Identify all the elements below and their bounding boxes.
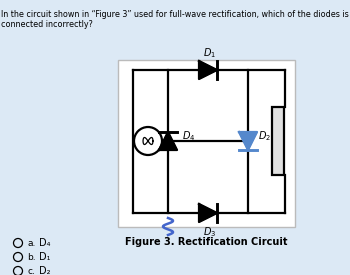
Text: D₁: D₁ [39, 252, 50, 262]
Text: $D_3$: $D_3$ [203, 225, 217, 239]
Text: Figure 3. Rectification Circuit: Figure 3. Rectification Circuit [125, 237, 288, 247]
Text: a.: a. [27, 238, 35, 248]
Bar [272, 107, 284, 175]
Text: b.: b. [27, 252, 36, 262]
Polygon shape [159, 132, 177, 150]
Polygon shape [199, 61, 217, 79]
Text: $D_1$: $D_1$ [203, 46, 217, 60]
Bar [118, 60, 295, 227]
Text: D₂: D₂ [39, 266, 50, 275]
Text: c.: c. [27, 266, 35, 275]
Polygon shape [239, 132, 257, 150]
Polygon shape [199, 204, 217, 222]
Text: $D_2$: $D_2$ [258, 129, 271, 143]
Text: D₄: D₄ [39, 238, 50, 248]
Text: In the circuit shown in “Figure 3” used for full-wave rectification, which of th: In the circuit shown in “Figure 3” used … [1, 10, 349, 29]
Text: $D_4$: $D_4$ [182, 129, 196, 143]
